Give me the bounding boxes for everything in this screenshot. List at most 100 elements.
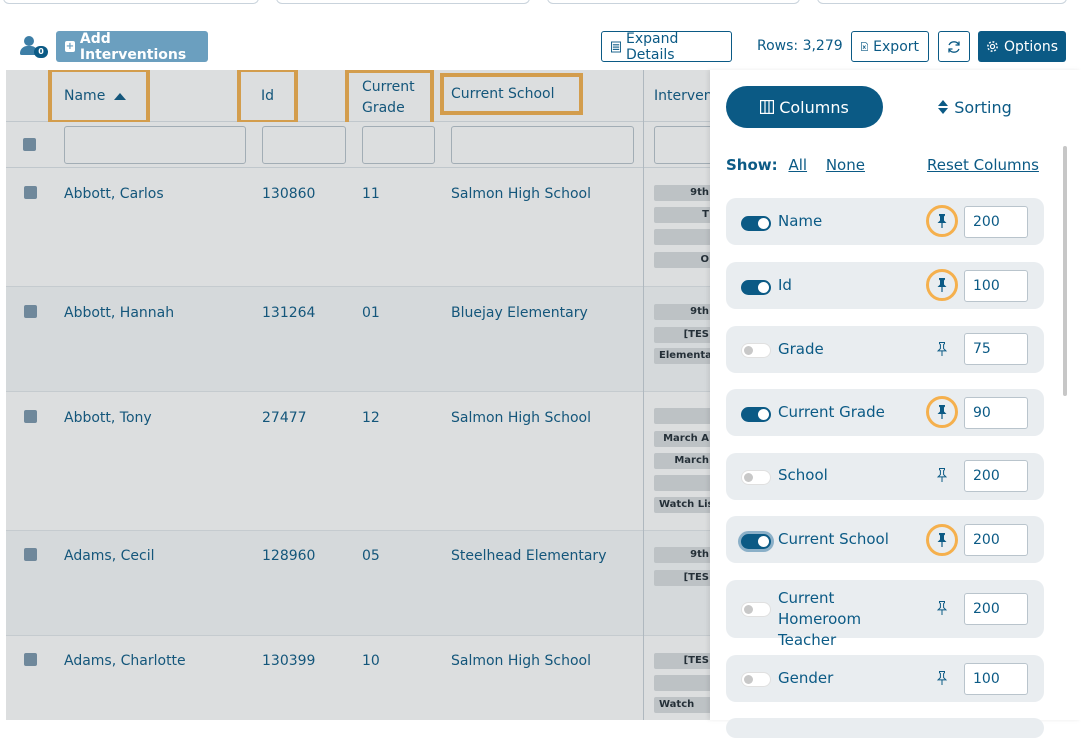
pin-icon[interactable] <box>926 269 958 301</box>
column-item-school: School 200 <box>726 453 1044 500</box>
intervention-tag: March <box>654 453 714 469</box>
export-button[interactable]: Export <box>851 31 929 62</box>
cell-grade: 05 <box>362 548 380 564</box>
header-interventions[interactable]: Interven <box>654 70 714 122</box>
column-item-current-grade: Current Grade 90 <box>726 389 1044 436</box>
column-width-input[interactable]: 200 <box>964 593 1028 625</box>
column-toggle[interactable] <box>741 280 771 295</box>
header-current-school[interactable]: Current School <box>440 73 583 115</box>
top-filter-stub[interactable] <box>3 0 259 4</box>
cell-school: Salmon High School <box>451 410 591 426</box>
tab-sorting[interactable]: Sorting <box>910 86 1040 128</box>
name-filter-input[interactable] <box>64 126 246 164</box>
reset-columns-link[interactable]: Reset Columns <box>927 156 1039 174</box>
add-interventions-label: Add Interventions <box>79 30 187 63</box>
column-width-input[interactable]: 100 <box>964 270 1028 302</box>
column-item-current-school: Current School 200 <box>726 516 1044 563</box>
row-checkbox[interactable] <box>24 186 37 199</box>
column-toggle[interactable] <box>741 672 771 687</box>
intervention-tag: [TES <box>654 327 714 343</box>
header-name-label: Name <box>64 88 106 104</box>
column-toggle[interactable] <box>741 343 771 358</box>
pin-icon[interactable] <box>926 396 958 428</box>
columns-panel: Columns Sorting Show: All None Reset Col… <box>710 70 1081 738</box>
table-row[interactable]: Adams, Charlotte 130399 10 Salmon High S… <box>6 636 1081 720</box>
pin-outline-icon[interactable] <box>926 592 958 624</box>
intervention-tag: 9th <box>654 185 714 201</box>
column-divider <box>643 70 644 720</box>
cell-grade: 10 <box>362 653 380 669</box>
id-filter-input[interactable] <box>262 126 346 164</box>
column-item-partial <box>726 718 1044 738</box>
tab-columns-label: Columns <box>779 97 849 117</box>
intervention-tag: March A <box>654 431 714 447</box>
tab-sorting-label: Sorting <box>954 97 1012 117</box>
intervention-tag: [TES <box>654 570 714 586</box>
table-row[interactable]: Abbott, Carlos 130860 11 Salmon High Sch… <box>6 169 1081 287</box>
expand-details-label: Expand Details <box>626 30 679 63</box>
top-filter-stub[interactable] <box>817 0 1067 4</box>
cell-name: Abbott, Tony <box>64 410 152 426</box>
pin-outline-icon[interactable] <box>926 662 958 694</box>
table-row[interactable]: Abbott, Tony 27477 12 Salmon High School… <box>6 392 1081 531</box>
refresh-button[interactable] <box>938 31 970 62</box>
grade-filter-input[interactable] <box>362 126 435 164</box>
column-width-input[interactable]: 200 <box>964 524 1028 556</box>
column-width-input[interactable]: 200 <box>964 460 1028 492</box>
expand-details-button[interactable]: Expand Details <box>601 30 732 63</box>
intervention-tag <box>654 229 714 245</box>
column-toggle[interactable] <box>741 470 771 485</box>
options-button[interactable]: Options <box>978 31 1066 62</box>
column-width-input[interactable]: 100 <box>964 663 1028 695</box>
column-toggle[interactable] <box>741 407 771 422</box>
pin-icon[interactable] <box>926 205 958 237</box>
select-all-checkbox[interactable] <box>23 138 36 151</box>
user-count-icon[interactable]: 0 <box>20 36 48 58</box>
add-interventions-button[interactable]: + Add Interventions <box>56 30 208 63</box>
cell-id: 130860 <box>262 186 316 202</box>
column-toggle[interactable] <box>741 216 771 231</box>
column-label: Id <box>778 276 792 294</box>
show-controls: Show: All None <box>726 156 865 174</box>
panel-scrollbar[interactable] <box>1063 146 1067 396</box>
pin-icon[interactable] <box>926 524 958 556</box>
cell-name: Adams, Cecil <box>64 548 155 564</box>
column-width-input[interactable]: 90 <box>964 397 1028 429</box>
top-filter-stub[interactable] <box>276 0 530 4</box>
show-none-link[interactable]: None <box>825 156 865 174</box>
cell-name: Abbott, Hannah <box>64 305 175 321</box>
row-checkbox[interactable] <box>24 548 37 561</box>
column-item-id: Id 100 <box>726 262 1044 309</box>
export-label: Export <box>873 38 919 55</box>
row-checkbox[interactable] <box>24 305 37 318</box>
user-count-badge: 0 <box>34 46 48 58</box>
column-toggle[interactable] <box>741 534 771 549</box>
show-all-link[interactable]: All <box>788 156 808 174</box>
cell-id: 128960 <box>262 548 316 564</box>
tab-columns[interactable]: Columns <box>726 86 883 128</box>
list-icon <box>611 41 622 52</box>
header-id[interactable]: Id <box>237 70 298 124</box>
excel-icon <box>861 42 869 51</box>
intervention-tag <box>654 475 714 491</box>
header-current-grade[interactable]: Current Grade <box>345 70 434 126</box>
intervention-tag: Watch <box>654 697 714 713</box>
column-label: Name <box>778 212 823 230</box>
column-label: Current School <box>778 530 889 548</box>
show-label: Show: <box>726 156 778 174</box>
row-checkbox[interactable] <box>24 410 37 423</box>
column-width-input[interactable]: 75 <box>964 333 1028 365</box>
pin-outline-icon[interactable] <box>926 459 958 491</box>
pin-outline-icon[interactable] <box>926 333 958 365</box>
refresh-icon <box>948 40 960 53</box>
top-filter-stub[interactable] <box>547 0 800 4</box>
interventions-filter-input[interactable] <box>654 126 714 164</box>
row-checkbox[interactable] <box>24 653 37 666</box>
header-grade-line2: Grade <box>362 99 405 116</box>
header-grade-line1: Current <box>362 78 415 95</box>
header-name[interactable]: Name <box>48 70 150 124</box>
school-filter-input[interactable] <box>451 126 634 164</box>
column-toggle[interactable] <box>741 602 771 617</box>
intervention-tag: T <box>654 207 714 223</box>
column-width-input[interactable]: 200 <box>964 206 1028 238</box>
